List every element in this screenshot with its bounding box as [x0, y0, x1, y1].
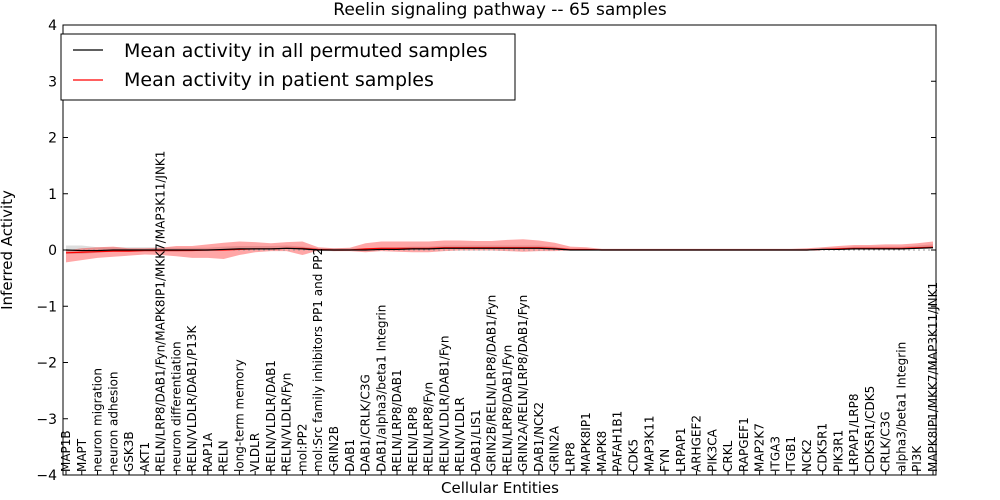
x-tick-label: GRIN2A/RELN/LRP8/DAB1/Fyn [516, 295, 530, 472]
x-tick-label: DAB1 [343, 439, 357, 472]
y-axis-ticks: −4 −3 −2 −1 0 1 2 3 4 [36, 18, 936, 484]
x-tick-label: MAPK8 [595, 431, 609, 472]
x-tick-label: GRIN2B [327, 426, 341, 472]
x-tick-label: DAB1/alpha3/beta1 Integrin [374, 305, 388, 472]
x-tick-label: FYN [658, 449, 672, 472]
x-tick-label: MAPK8IP1/MKK7/MAP3K11/JNK1 [926, 282, 940, 472]
y-tick-label: 2 [48, 131, 57, 147]
x-tick-label: CDK5 [626, 439, 640, 472]
x-tick-label: CRLK/C3G [879, 411, 893, 472]
y-tick-label: −2 [36, 356, 57, 372]
x-tick-label: CDK5R1/CDK5 [863, 386, 877, 472]
y-tick-label: 1 [48, 187, 57, 203]
x-tick-label: RELN/VLDLR/DAB1/Fyn [437, 336, 451, 472]
x-tick-label: GSK3B [122, 431, 136, 472]
legend: Mean activity in all permuted samples Me… [60, 33, 516, 101]
x-tick-label: CRKL [721, 440, 735, 472]
x-tick-label: DAB1/NCK2 [532, 402, 546, 472]
y-tick-label: 0 [48, 243, 57, 259]
x-tick-label: LRPAP1 [674, 427, 688, 472]
x-tick-label: RELN [217, 440, 231, 472]
x-tick-label: neuron adhesion [106, 371, 120, 472]
x-tick-label: RELN/VLDLR/DAB1 [264, 360, 278, 472]
x-tick-label: RELN/LRP8/DAB1 [390, 369, 404, 472]
x-tick-label: AKT1 [138, 442, 152, 472]
x-tick-label: RELN/LRP8/Fyn [422, 382, 436, 472]
line-permuted [65, 247, 934, 252]
legend-box [60, 33, 516, 101]
x-tick-label: LRP8 [563, 442, 577, 472]
x-tick-label: MAPK8IP1 [579, 412, 593, 472]
x-tick-label: MAP1B [59, 430, 73, 472]
confidence-bands [66, 239, 933, 263]
x-tick-label: RELN/VLDLR/Fyn [280, 373, 294, 472]
y-axis-label: Inferred Activity [0, 190, 16, 310]
y-tick-label: 3 [48, 74, 57, 90]
x-tick-label: mol:PP2 [295, 423, 309, 472]
x-axis-tick-labels: MAP1B MAPT neuron migration neuron adhesion… [59, 151, 940, 475]
chart-title: Reelin signaling pathway -- 65 samples [333, 0, 667, 20]
x-tick-label: mol:Src family inhibitors PP1 and PP2 [311, 248, 325, 472]
legend-label-patient: Mean activity in patient samples [124, 69, 434, 91]
x-tick-label: neuron migration [91, 368, 105, 472]
x-tick-label: RELN/VLDLR/DAB1/P13K [185, 325, 199, 472]
x-tick-label: NCK2 [800, 439, 814, 472]
x-tick-label: ARHGEF2 [690, 415, 704, 472]
y-tick-label: −1 [36, 299, 57, 315]
y-tick-label: 4 [48, 18, 57, 34]
x-tick-label: PAFAH1B1 [611, 411, 625, 472]
series-lines [65, 246, 934, 254]
x-tick-label: GRIN2A [548, 425, 562, 472]
legend-label-permuted: Mean activity in all permuted samples [124, 40, 487, 62]
band-patient [66, 239, 933, 263]
x-tick-label: ITGA3 [768, 436, 782, 472]
y-tick-label: −3 [36, 412, 57, 428]
x-tick-label: ITGB1 [784, 436, 798, 472]
x-tick-label: PIK3CA [705, 428, 719, 472]
x-tick-label: MAP2K7 [753, 423, 767, 472]
x-tick-label: long-term memory [232, 359, 246, 472]
x-tick-label: DAB1/CRLK/C3G [359, 374, 373, 472]
x-tick-label: RELN/LRP8/DAB1/Fyn [500, 345, 514, 472]
x-tick-label: neuron differentiation [169, 341, 183, 472]
x-tick-label: RELN/LRP8/DAB1/Fyn/MAPK8IP1/MKK7/MAP3K11… [154, 151, 168, 472]
x-tick-label: RELN/LRP8 [406, 406, 420, 472]
x-tick-label: PI3K [910, 445, 924, 472]
x-tick-label: RAPGEF1 [737, 417, 751, 472]
x-tick-label: LRPAP1/LRP8 [847, 393, 861, 472]
x-tick-label: GRIN2B/RELN/LRP8/DAB1/Fyn [485, 295, 499, 472]
x-tick-label: RELN/VLDLR [453, 397, 467, 472]
x-tick-label: MAPT [75, 438, 89, 472]
x-tick-label: alpha3/beta1 Integrin [894, 342, 908, 472]
x-axis-label: Cellular Entities [441, 479, 559, 497]
x-tick-label: RAP1A [201, 432, 215, 472]
x-tick-label: PIK3R1 [831, 430, 845, 472]
x-tick-label: DAB1/LIS1 [469, 409, 483, 472]
x-tick-label: CDK5R1 [816, 423, 830, 472]
x-tick-label: MAP3K11 [642, 415, 656, 472]
y-tick-label: −4 [36, 468, 57, 484]
band-permuted [66, 244, 933, 254]
x-tick-label: VLDLR [248, 433, 262, 472]
